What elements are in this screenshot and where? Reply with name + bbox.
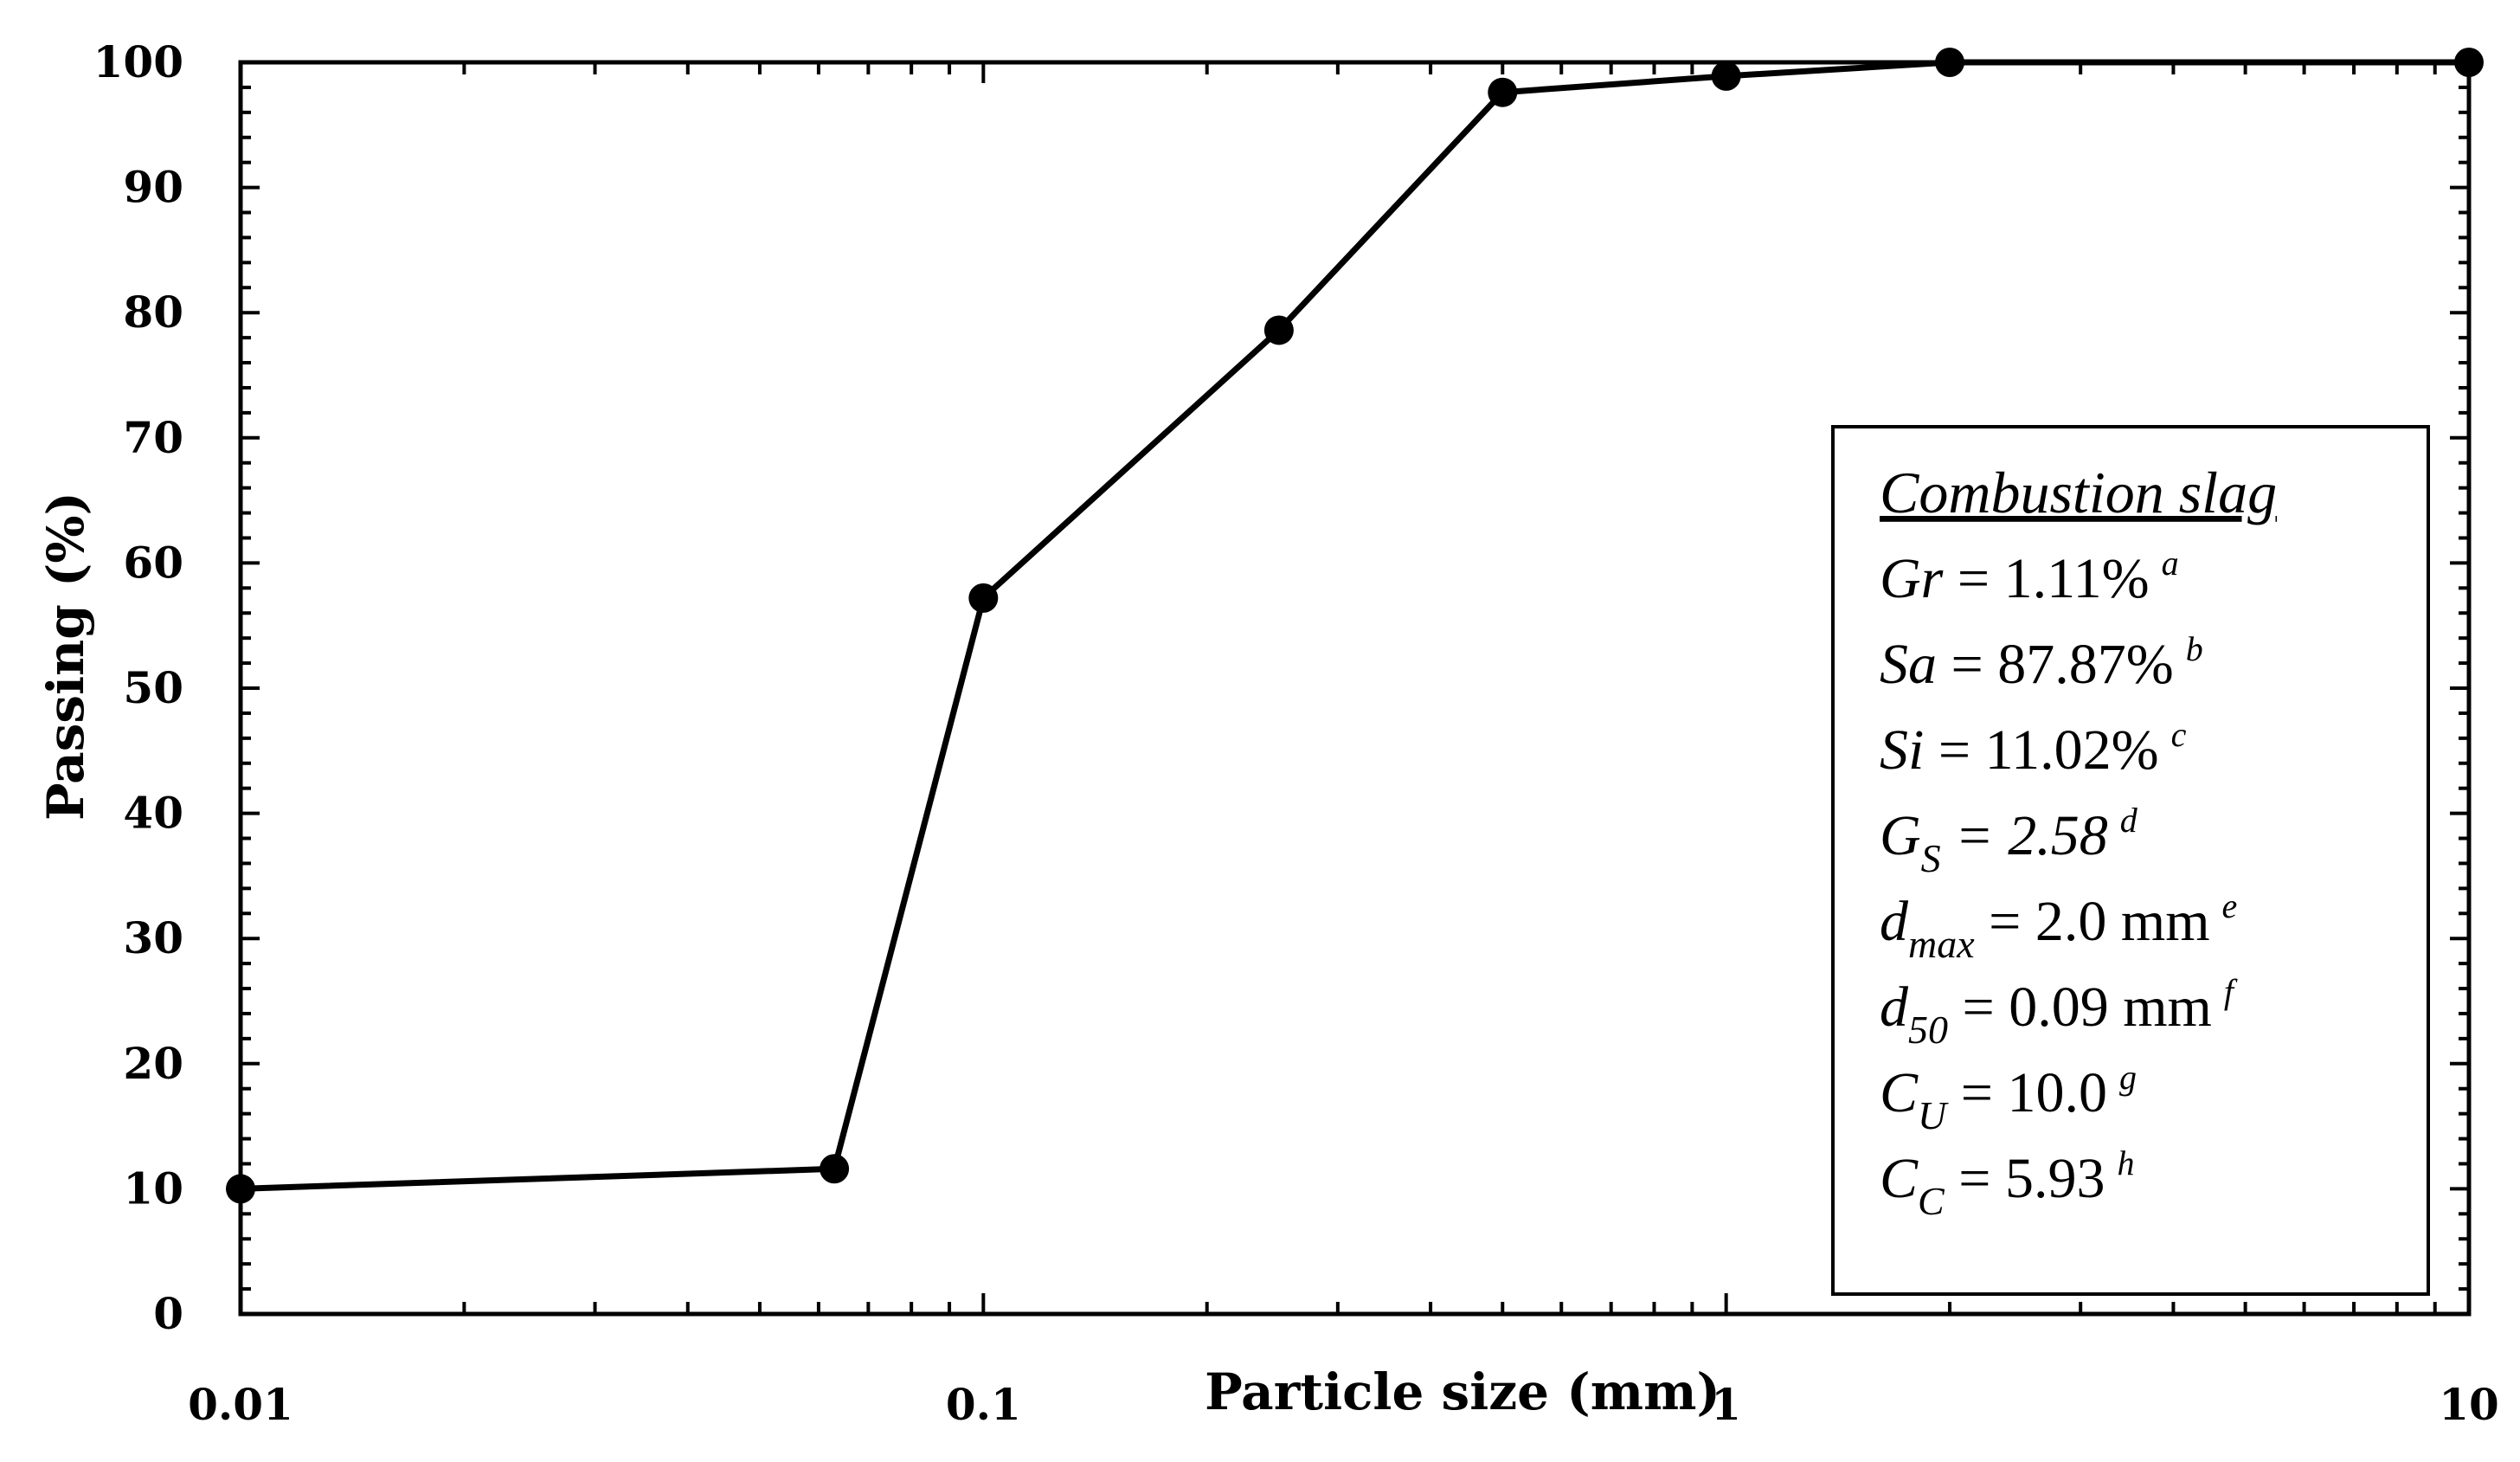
legend-entry: dmax = 2.0 mm e [1880,886,2237,966]
legend-entry: Si = 11.02% c [1880,715,2187,782]
legend-box: Combustion slag Gr = 1.11% a Sa = 87.87% b Si… [1831,425,2430,1296]
legend-entry: Gr = 1.11% a [1880,544,2179,610]
y-tick-label: 50 [123,662,183,713]
data-point [968,583,999,613]
y-axis-title: Passing (%) [36,492,95,821]
legend-title: Combustion slag [1880,460,2277,525]
x-axis-title: Particle size (mm) [1205,1362,1720,1421]
y-tick-label: 0 [153,1288,183,1339]
legend-entry: GS = 2.58 d [1880,801,2138,880]
legend-entry: Sa = 87.87% b [1880,629,2203,696]
data-point [1711,61,1741,91]
x-tick-label: 10 [2439,1379,2499,1430]
data-point [2454,48,2484,77]
legend-entry: d50 = 0.09 mm f [1880,972,2238,1052]
y-tick-label: 20 [123,1038,183,1089]
y-tick-label: 90 [123,162,183,213]
data-point [1263,315,1294,345]
data-point [226,1174,255,1204]
x-tick-label: 0.1 [946,1379,1021,1430]
y-tick-label: 40 [123,788,183,839]
series-layer [226,48,2484,1204]
y-tick-label: 80 [123,287,183,338]
legend-entry: CU = 10.0 g [1880,1058,2137,1137]
y-tick-label: 60 [123,537,183,588]
y-tick-label: 70 [123,412,183,463]
legend-frame [1831,425,2430,1296]
legend-entry: CC = 5.93 h [1880,1143,2134,1223]
data-point [820,1154,850,1184]
y-tick-label: 30 [123,912,183,963]
x-tick-label: 0.01 [188,1379,293,1430]
data-point [1935,48,1965,77]
series-line [240,59,2469,1192]
y-tick-label: 100 [93,36,183,87]
x-tick-label: 1 [1711,1379,1741,1430]
y-tick-label: 10 [123,1163,183,1214]
data-point [1488,77,1518,107]
